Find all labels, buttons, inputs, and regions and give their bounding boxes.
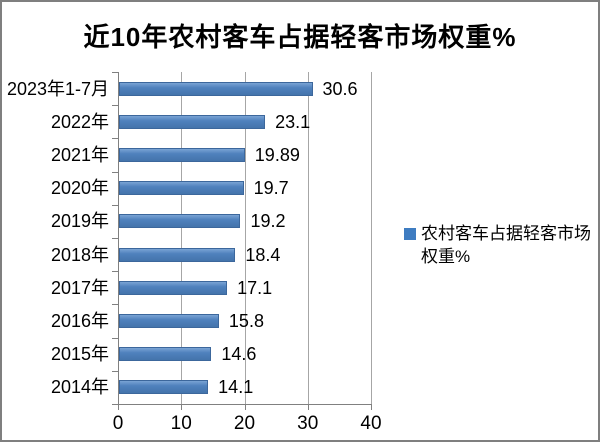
legend-label: 农村客车占据轻客市场权重% <box>421 224 591 266</box>
category-label: 2017年 <box>50 277 109 298</box>
category-label: 2016年 <box>50 311 109 331</box>
bar <box>119 380 209 395</box>
category-label: 2018年 <box>50 244 109 265</box>
y-axis-tick <box>112 337 118 339</box>
y-axis-tick <box>112 72 118 73</box>
value-label: 15.8 <box>228 311 264 331</box>
category-label: 2022年 <box>50 111 109 132</box>
value-label: 17.1 <box>237 277 273 298</box>
y-axis-tick <box>112 138 118 140</box>
y-axis-tick <box>112 105 118 107</box>
x-axis-tick <box>244 404 246 410</box>
bar <box>119 247 236 262</box>
category-label: 2021年 <box>50 145 109 165</box>
gridline <box>181 72 183 404</box>
bar <box>119 214 241 229</box>
x-tick-label: 20 <box>233 413 256 434</box>
category-label: 2023年1-7月 <box>6 78 109 99</box>
y-axis-line <box>118 72 119 405</box>
bar <box>119 347 212 362</box>
x-axis-tick <box>307 404 309 410</box>
gridline <box>307 72 309 404</box>
y-axis-tick <box>112 171 118 173</box>
value-label: 19.2 <box>250 211 286 232</box>
y-axis-tick <box>112 304 118 306</box>
y-axis-tick <box>112 370 118 372</box>
value-label: 19.89 <box>254 145 300 165</box>
x-tick-label: 10 <box>170 413 192 434</box>
value-label: 30.6 <box>322 78 358 99</box>
bar <box>119 114 266 129</box>
bar <box>119 314 219 328</box>
gridline <box>244 72 246 404</box>
category-label: 2020年 <box>50 178 109 199</box>
bar <box>119 148 245 162</box>
value-label: 14.6 <box>221 344 257 365</box>
value-label: 14.1 <box>218 377 254 398</box>
x-tick-label: 0 <box>112 413 124 434</box>
x-axis-tick <box>118 404 119 410</box>
gridline <box>371 72 372 404</box>
y-axis-tick <box>112 238 118 239</box>
bar <box>119 181 244 196</box>
value-label: 19.7 <box>253 178 289 199</box>
x-tick-label: 40 <box>360 413 382 434</box>
bar <box>119 280 228 295</box>
y-axis-tick <box>112 404 118 405</box>
x-tick-label: 30 <box>297 413 319 434</box>
y-axis-tick <box>112 204 118 206</box>
category-label: 2014年 <box>50 377 109 398</box>
x-axis-tick <box>181 404 183 410</box>
x-axis-line <box>112 404 372 405</box>
x-axis-tick <box>371 404 372 410</box>
legend: 农村客车占据轻客市场权重% <box>404 222 592 268</box>
category-label: 2019年 <box>50 211 109 232</box>
y-axis-tick <box>112 271 118 273</box>
value-label: 18.4 <box>245 244 281 265</box>
category-label: 2015年 <box>50 344 109 365</box>
value-label: 23.1 <box>275 111 311 132</box>
chart-title: 近10年农村客车占据轻客市场权重% <box>83 22 517 52</box>
bar <box>119 81 313 96</box>
legend-swatch-icon <box>404 228 416 240</box>
